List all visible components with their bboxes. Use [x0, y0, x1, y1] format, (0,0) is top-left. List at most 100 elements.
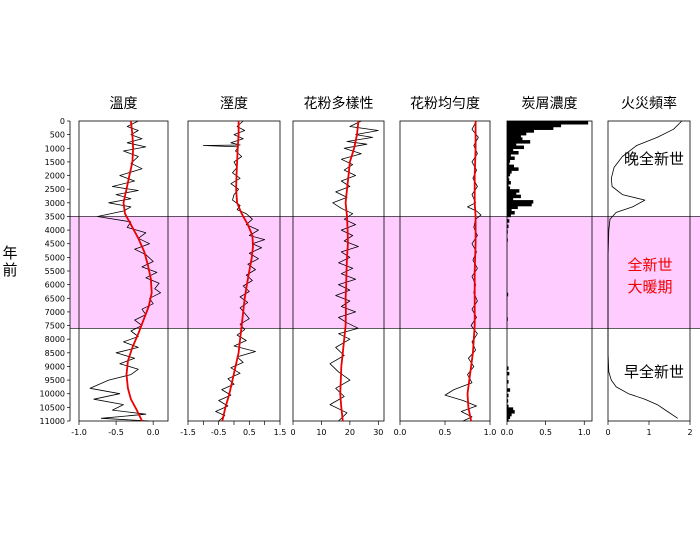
depth-axis: 0 500 1000 1500 2000 2500 3000 3500 4000 4500 5000…	[2, 117, 71, 426]
x-tick-label: 0	[605, 428, 610, 437]
y-tick-label: 8000	[45, 335, 65, 344]
charcoal-bar	[507, 317, 508, 321]
charcoal-bar	[507, 172, 511, 177]
x-tick-label: 1.0	[484, 428, 497, 437]
series-raw	[89, 120, 162, 422]
x-tick-label: 0.0	[147, 428, 160, 437]
x-tick-label: 1	[646, 428, 651, 437]
y-tick-label: 9000	[45, 362, 65, 371]
y-tick-label: 10500	[40, 403, 65, 412]
y-tick-label: 5000	[45, 253, 65, 262]
zone-label: 晚全新世	[624, 150, 684, 168]
charcoal-bar	[507, 380, 509, 384]
panel-3: 花粉均勻度 0.0 0.5 1.0	[394, 96, 497, 437]
y-tick-label: 500	[50, 131, 65, 140]
panel-0: 溫度 -1.0 -0.5 0.0	[71, 96, 169, 437]
x-tick-label: -0.5	[211, 428, 227, 437]
y-tick-label: 3500	[45, 212, 65, 221]
charcoal-bar	[507, 121, 589, 125]
charcoal-bar	[507, 159, 511, 163]
panel-title: 花粉多樣性	[304, 95, 374, 112]
charcoal-bar	[507, 224, 509, 229]
charcoal-bar	[507, 197, 514, 201]
charcoal-bar	[507, 202, 532, 207]
charcoal-bar	[507, 407, 514, 411]
panel-title: 溼度	[220, 96, 248, 112]
x-tick-label: 0.5	[439, 428, 452, 437]
charcoal-bar	[507, 134, 521, 139]
band-label: 全新世	[627, 256, 672, 274]
charcoal-bar	[507, 415, 511, 420]
y-tick-label: 7000	[45, 308, 65, 317]
charcoal-bar	[507, 167, 519, 171]
y-tick-label: 1000	[45, 144, 65, 153]
charcoal-bar	[507, 164, 514, 169]
y-tick-label: 3000	[45, 199, 65, 208]
x-tick-label: 1.5	[274, 428, 287, 437]
charcoal-bar	[507, 186, 511, 190]
charcoal-bar	[507, 170, 512, 174]
y-tick-label: 1500	[45, 158, 65, 167]
charcoal-bar	[507, 126, 554, 130]
series-curve	[607, 120, 683, 419]
y-tick-label: 8500	[45, 349, 65, 358]
charcoal-bar	[507, 366, 509, 370]
x-tick-label: 20	[345, 428, 355, 437]
charcoal-bar	[507, 189, 520, 193]
band-label: 大暖期	[627, 278, 672, 296]
charcoal-bar	[507, 393, 509, 398]
charcoal-bar	[507, 183, 509, 188]
charcoal-bar	[507, 181, 511, 185]
highlight-band-layer	[70, 216, 700, 329]
charcoal-bar	[507, 404, 509, 409]
panel-1: 溼度 -1.5 -0.5 0.5 1.5	[180, 96, 286, 437]
x-tick-label: 0.5	[539, 428, 552, 437]
y-tick-label: 2500	[45, 185, 65, 194]
charcoal-bar	[507, 175, 509, 180]
charcoal-bar	[507, 211, 515, 215]
charcoal-bar	[507, 399, 509, 403]
y-tick-label: 4000	[45, 226, 65, 235]
charcoal-bar	[507, 219, 510, 223]
charcoal-bar	[507, 371, 510, 376]
panel-title: 花粉均勻度	[410, 96, 480, 112]
y-tick-label: 7500	[45, 322, 65, 331]
series-smooth	[466, 121, 477, 422]
charcoal-bar	[507, 151, 519, 155]
series-smooth	[221, 121, 254, 422]
charcoal-bar	[507, 388, 511, 392]
y-tick-label: 6500	[45, 294, 65, 303]
series-raw	[329, 120, 379, 422]
y-tick-label: 0	[60, 117, 65, 126]
y-axis-label: 年	[2, 244, 17, 262]
highlight-band	[70, 216, 700, 329]
panel-title: 火災頻率	[621, 95, 677, 112]
charcoal-bar	[507, 123, 562, 128]
x-tick-label: 0	[290, 428, 295, 437]
x-tick-label: 0.5	[243, 428, 256, 437]
series-smooth	[339, 120, 360, 422]
panel-5: 火災頻率 0 1 2	[605, 95, 692, 437]
panel-frame	[78, 120, 169, 422]
x-tick-label: 30	[373, 428, 383, 437]
charcoal-bar	[507, 418, 509, 422]
panel-4: 炭屑濃度 0.0 0.5 1.0	[501, 96, 593, 437]
charcoal-bar	[507, 137, 523, 141]
x-tick-label: -0.5	[108, 428, 124, 437]
panel-2: 花粉多樣性 0 10 20 30	[290, 95, 385, 437]
series-smooth	[122, 120, 153, 422]
charcoal-bar	[507, 412, 512, 417]
y-tick-label: 2000	[45, 172, 65, 181]
panel-title: 炭屑濃度	[522, 96, 578, 112]
x-tick-label: 2	[687, 428, 692, 437]
charcoal-bar	[507, 153, 511, 158]
x-tick-label: 0.0	[501, 428, 514, 437]
charcoal-bar	[507, 145, 524, 150]
charcoal-bar	[507, 178, 510, 182]
charcoal-bar	[507, 140, 531, 144]
charcoal-bar	[507, 191, 517, 196]
charcoal-bar	[507, 148, 514, 152]
y-tick-label: 11000	[40, 417, 65, 426]
